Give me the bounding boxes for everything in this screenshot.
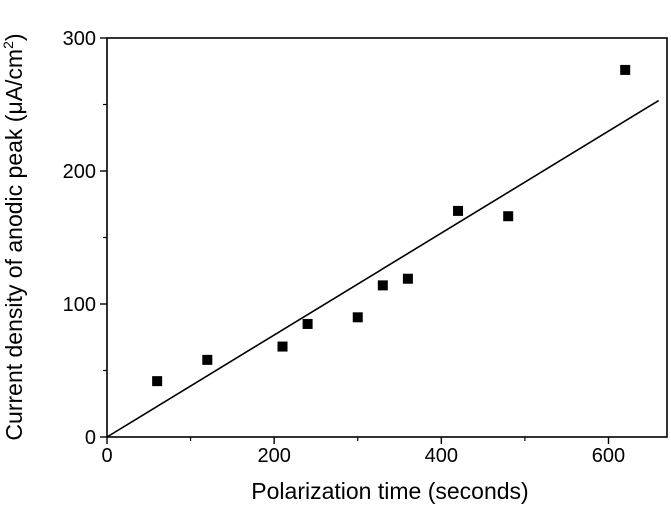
y-axis-title-main: Current density of anodic peak (μA/cm bbox=[1, 49, 27, 441]
x-tick-label: 200 bbox=[257, 445, 290, 467]
data-point bbox=[202, 354, 213, 365]
tick-labels: 0 200 400 600 0 100 200 300 bbox=[63, 28, 626, 467]
data-point bbox=[352, 312, 363, 323]
y-axis-title: Current density of anodic peak (μA/cm2) bbox=[0, 33, 27, 440]
x-axis-title: Polarization time (seconds) bbox=[251, 478, 528, 504]
y-axis-title-superscript: 2 bbox=[0, 41, 16, 49]
data-point bbox=[377, 280, 388, 291]
plot-area bbox=[106, 37, 668, 438]
data-point bbox=[620, 64, 631, 75]
axis-ticks bbox=[100, 37, 610, 444]
data-point bbox=[503, 211, 514, 222]
data-point bbox=[453, 205, 464, 216]
y-axis-title-suffix: ) bbox=[1, 33, 27, 41]
y-tick-label: 200 bbox=[63, 161, 96, 183]
plot-frame bbox=[106, 37, 668, 438]
x-tick-label: 0 bbox=[101, 445, 112, 467]
data-point bbox=[152, 376, 163, 387]
y-tick-label: 100 bbox=[63, 294, 96, 316]
fit-line bbox=[106, 99, 660, 438]
y-tick-label: 0 bbox=[85, 427, 96, 449]
data-marks bbox=[106, 64, 660, 438]
data-point bbox=[277, 341, 288, 352]
x-tick-label: 400 bbox=[425, 445, 458, 467]
x-tick-label: 600 bbox=[592, 445, 625, 467]
data-point bbox=[402, 273, 413, 284]
data-point bbox=[302, 318, 313, 329]
y-tick-label: 300 bbox=[63, 28, 96, 50]
